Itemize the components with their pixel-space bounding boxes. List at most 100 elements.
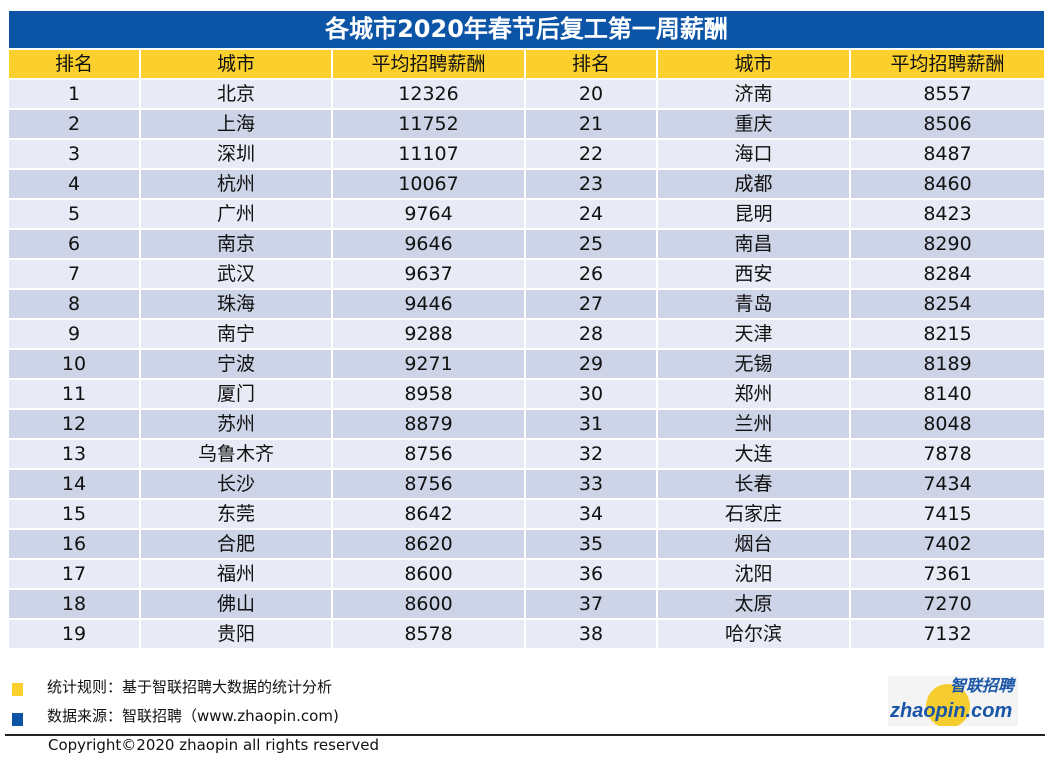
cell-salary: 8460 (851, 170, 1044, 198)
header-rank: 排名 (9, 50, 139, 78)
cell-city: 青岛 (658, 290, 849, 318)
cell-salary: 9288 (333, 320, 524, 348)
cell-city: 西安 (658, 260, 849, 288)
cell-rank: 11 (9, 380, 139, 408)
cell-rank: 25 (526, 230, 656, 258)
cell-rank: 7 (9, 260, 139, 288)
cell-rank: 4 (9, 170, 139, 198)
cell-rank: 17 (9, 560, 139, 588)
cell-city: 南昌 (658, 230, 849, 258)
cell-city: 贵阳 (141, 620, 331, 648)
cell-salary: 8189 (851, 350, 1044, 378)
table-row: 2 上海 11752 21 重庆 8506 (9, 110, 1044, 138)
cell-rank: 31 (526, 410, 656, 438)
cell-rank: 9 (9, 320, 139, 348)
logo-en-text: zhaopin.com (890, 700, 1013, 722)
cell-rank: 10 (9, 350, 139, 378)
cell-city: 上海 (141, 110, 331, 138)
footer-divider (5, 734, 1045, 736)
cell-salary: 9637 (333, 260, 524, 288)
table-row: 1 北京 12326 20 济南 8557 (9, 80, 1044, 108)
cell-city: 郑州 (658, 380, 849, 408)
table-row: 6 南京 9646 25 南昌 8290 (9, 230, 1044, 258)
table-row: 17 福州 8600 36 沈阳 7361 (9, 560, 1044, 588)
cell-city: 苏州 (141, 410, 331, 438)
cell-rank: 28 (526, 320, 656, 348)
zhaopin-logo: 智联招聘 zhaopin.com (888, 676, 1018, 726)
cell-rank: 37 (526, 590, 656, 618)
cell-salary: 8215 (851, 320, 1044, 348)
cell-city: 成都 (658, 170, 849, 198)
cell-city: 南京 (141, 230, 331, 258)
cell-salary: 8958 (333, 380, 524, 408)
cell-rank: 35 (526, 530, 656, 558)
cell-salary: 8600 (333, 590, 524, 618)
cell-salary: 11107 (333, 140, 524, 168)
cell-rank: 27 (526, 290, 656, 318)
cell-salary: 7878 (851, 440, 1044, 468)
cell-city: 佛山 (141, 590, 331, 618)
cell-rank: 6 (9, 230, 139, 258)
data-source-note: 数据来源：智联招聘（www.zhaopin.com) (47, 707, 339, 725)
table-row: 11 厦门 8958 30 郑州 8140 (9, 380, 1044, 408)
cell-city: 天津 (658, 320, 849, 348)
table-row: 7 武汉 9637 26 西安 8284 (9, 260, 1044, 288)
cell-city: 武汉 (141, 260, 331, 288)
cell-city: 石家庄 (658, 500, 849, 528)
cell-city: 长春 (658, 470, 849, 498)
cell-city: 珠海 (141, 290, 331, 318)
header-rank: 排名 (526, 50, 656, 78)
table-header-row: 排名 城市 平均招聘薪酬 排名 城市 平均招聘薪酬 (9, 50, 1044, 78)
cell-salary: 8600 (333, 560, 524, 588)
cell-city: 杭州 (141, 170, 331, 198)
cell-salary: 12326 (333, 80, 524, 108)
cell-salary: 9446 (333, 290, 524, 318)
cell-rank: 21 (526, 110, 656, 138)
cell-salary: 8423 (851, 200, 1044, 228)
cell-salary: 9646 (333, 230, 524, 258)
table-row: 19 贵阳 8578 38 哈尔滨 7132 (9, 620, 1044, 648)
cell-city: 太原 (658, 590, 849, 618)
cell-salary: 8642 (333, 500, 524, 528)
cell-salary: 10067 (333, 170, 524, 198)
cell-city: 北京 (141, 80, 331, 108)
cell-salary: 8506 (851, 110, 1044, 138)
cell-salary: 8879 (333, 410, 524, 438)
cell-salary: 8557 (851, 80, 1044, 108)
cell-salary: 7361 (851, 560, 1044, 588)
cell-city: 重庆 (658, 110, 849, 138)
cell-salary: 8487 (851, 140, 1044, 168)
cell-salary: 7415 (851, 500, 1044, 528)
cell-rank: 32 (526, 440, 656, 468)
cell-city: 大连 (658, 440, 849, 468)
cell-rank: 33 (526, 470, 656, 498)
yellow-bullet-icon (12, 683, 23, 696)
logo-cn-text: 智联招聘 (949, 676, 1014, 695)
stat-rule-note: 统计规则：基于智联招聘大数据的统计分析 (47, 678, 333, 696)
header-salary: 平均招聘薪酬 (333, 50, 524, 78)
table-row: 4 杭州 10067 23 成都 8460 (9, 170, 1044, 198)
cell-rank: 16 (9, 530, 139, 558)
cell-salary: 7270 (851, 590, 1044, 618)
blue-bullet-icon (12, 713, 23, 726)
table-row: 9 南宁 9288 28 天津 8215 (9, 320, 1044, 348)
cell-rank: 20 (526, 80, 656, 108)
cell-city: 兰州 (658, 410, 849, 438)
cell-salary: 8290 (851, 230, 1044, 258)
cell-salary: 8048 (851, 410, 1044, 438)
cell-rank: 29 (526, 350, 656, 378)
cell-city: 哈尔滨 (658, 620, 849, 648)
cell-rank: 19 (9, 620, 139, 648)
cell-rank: 18 (9, 590, 139, 618)
table-row: 14 长沙 8756 33 长春 7434 (9, 470, 1044, 498)
cell-rank: 14 (9, 470, 139, 498)
cell-rank: 34 (526, 500, 656, 528)
cell-city: 福州 (141, 560, 331, 588)
table-row: 5 广州 9764 24 昆明 8423 (9, 200, 1044, 228)
cell-rank: 15 (9, 500, 139, 528)
cell-city: 东莞 (141, 500, 331, 528)
cell-salary: 8140 (851, 380, 1044, 408)
table-row: 15 东莞 8642 34 石家庄 7415 (9, 500, 1044, 528)
cell-city: 合肥 (141, 530, 331, 558)
cell-city: 昆明 (658, 200, 849, 228)
